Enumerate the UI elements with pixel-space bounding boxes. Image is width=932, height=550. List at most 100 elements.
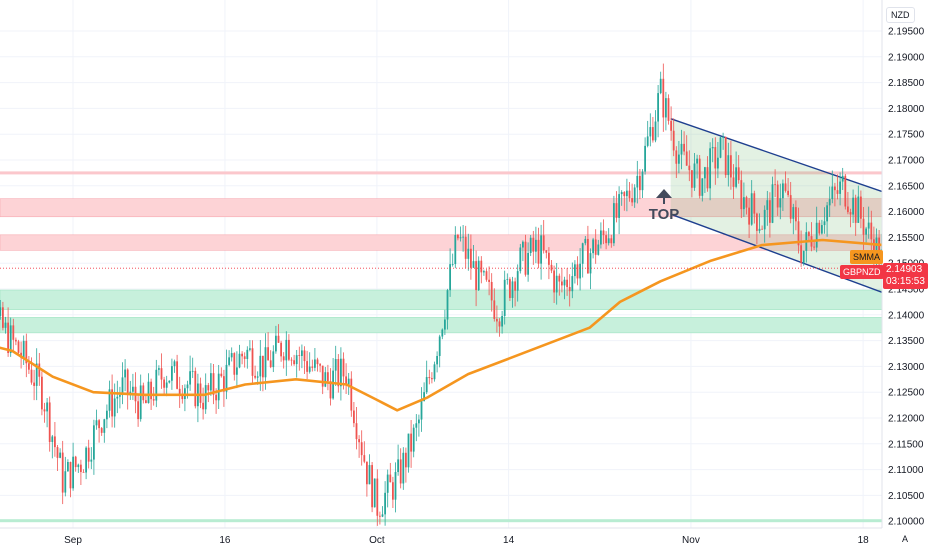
x-tick-label: 18 (858, 535, 870, 546)
candle-body (207, 385, 210, 391)
candle-body (579, 263, 581, 279)
candle-body (61, 452, 64, 493)
candle-body (706, 167, 709, 189)
candle-body (696, 158, 698, 164)
candle-body (410, 433, 412, 452)
candle-body (581, 243, 584, 264)
candle-body (498, 321, 501, 327)
y-tick-label: 2.10000 (888, 517, 925, 528)
candle-body (74, 456, 77, 468)
candle-body (152, 399, 155, 401)
candle-body (589, 253, 592, 274)
candle-body (615, 203, 618, 218)
candle-body (626, 190, 628, 197)
candle-body (602, 230, 605, 236)
y-tick-label: 2.14000 (888, 310, 925, 321)
y-tick-label: 2.11000 (888, 465, 924, 476)
candle-body (787, 190, 789, 196)
candle-body (724, 136, 727, 176)
y-tick-label: 2.18000 (888, 104, 925, 115)
candle-body (472, 261, 475, 268)
candle-body (480, 260, 483, 273)
candle-body (774, 184, 776, 186)
candle-body (844, 175, 847, 207)
candle-body (249, 348, 251, 350)
candle-body (592, 239, 594, 254)
candle-body (397, 459, 399, 473)
smma-indicator-tag: SMMA (850, 250, 883, 264)
candle-body (477, 260, 480, 291)
candle-body (82, 471, 85, 473)
candle-body (389, 474, 392, 483)
candle-body (610, 238, 613, 244)
candle-body (532, 237, 535, 252)
candle-body (839, 181, 841, 194)
bottom-zone (0, 519, 882, 523)
candle-body (321, 365, 324, 387)
candle-body (516, 271, 519, 291)
time-axis[interactable]: Sep16Oct14Nov18Dec16202520Feb (0, 527, 932, 550)
candle-body (849, 212, 852, 215)
candle-body (428, 377, 431, 379)
candle-body (168, 380, 171, 383)
candle-body (360, 442, 363, 456)
candle-body (215, 394, 217, 401)
candle-body (662, 78, 665, 118)
candle-body (834, 186, 836, 191)
candle-body (836, 190, 839, 194)
candle-body (654, 121, 657, 141)
candle-body (233, 353, 236, 375)
y-tick-label: 2.19500 (888, 27, 925, 38)
candle-body (288, 339, 290, 360)
candle-body (548, 252, 550, 265)
candle-body (199, 383, 202, 403)
candle-body (327, 372, 329, 382)
candle-body (795, 207, 797, 222)
candle-body (756, 213, 758, 231)
candle-body (345, 376, 347, 385)
candle-body (163, 379, 165, 388)
resistance-line (0, 171, 882, 175)
support-zone (0, 317, 883, 334)
smma-line (0, 238, 932, 412)
candle-body (381, 514, 384, 517)
candle-body (355, 423, 358, 440)
y-tick-label: 2.16500 (888, 181, 925, 192)
candle-body (186, 384, 189, 389)
candle-body (758, 228, 761, 231)
candle-body (230, 353, 233, 358)
candle-body (212, 373, 215, 395)
candle-body (732, 177, 735, 187)
candle-body (808, 232, 810, 237)
candle-body (303, 350, 306, 362)
auto-scale-button[interactable]: A (902, 534, 909, 544)
candle-body (238, 353, 241, 368)
candle-body (405, 452, 407, 468)
candle-body (537, 239, 540, 264)
candle-body (597, 244, 600, 255)
candle-body (821, 225, 823, 234)
y-tick-label: 2.11500 (888, 439, 924, 450)
candle-body (262, 355, 264, 378)
candle-body (69, 462, 72, 489)
candle-body (857, 196, 860, 223)
candle-body (771, 184, 774, 223)
candle-body (394, 472, 397, 500)
price-label: 2.14903 (886, 264, 923, 275)
candle-body (259, 355, 262, 377)
candle-body (386, 474, 389, 493)
candle-body (789, 195, 792, 219)
candle-body (584, 238, 587, 244)
candle-body (358, 439, 360, 443)
candle-body (462, 236, 464, 238)
candle-body (178, 388, 181, 394)
candle-body (165, 382, 168, 388)
candle-body (717, 157, 719, 169)
candle-body (438, 336, 441, 356)
candle-body (100, 428, 103, 433)
candle-body (275, 335, 277, 352)
candle-body (431, 378, 433, 380)
candle-body (155, 369, 158, 401)
candle-body (392, 482, 394, 500)
